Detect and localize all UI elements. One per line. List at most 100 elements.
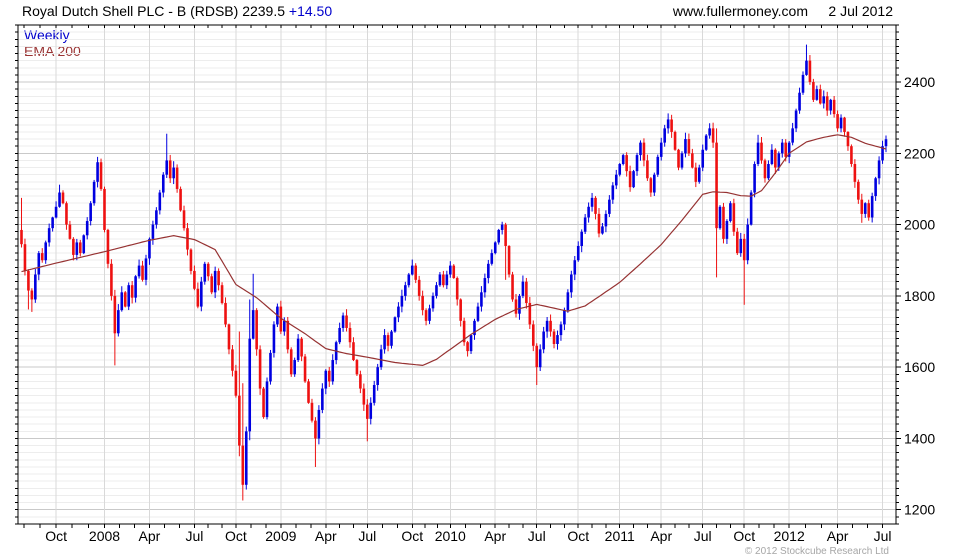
candle-body <box>210 276 213 293</box>
x-tick-label: 2008 <box>89 528 120 544</box>
candle-body <box>746 224 749 261</box>
candle-body <box>321 388 324 410</box>
candle-body <box>161 174 165 193</box>
candle-body <box>376 367 379 385</box>
x-tick-label: 2012 <box>774 528 805 544</box>
candle-body <box>542 331 545 350</box>
candle-body <box>666 119 670 129</box>
candle-body <box>455 278 459 300</box>
x-tick-label: Oct <box>733 528 755 544</box>
candle-body <box>414 265 418 280</box>
candle-body <box>182 210 186 229</box>
x-tick-label: 2009 <box>265 528 296 544</box>
candle-body <box>372 384 376 403</box>
candle-body <box>832 99 836 115</box>
candle-body <box>583 217 587 232</box>
candle-body <box>608 199 611 214</box>
candle-body <box>511 274 514 300</box>
candle-body <box>303 356 307 382</box>
candle-body <box>490 253 494 264</box>
y-tick-label: 1400 <box>904 430 935 446</box>
candle-body <box>805 60 808 75</box>
candle-body <box>300 338 303 357</box>
candle-body <box>801 74 805 93</box>
chart-date: 2 Jul 2012 <box>828 3 893 19</box>
x-tick-label: Apr <box>650 528 672 544</box>
candle-body <box>798 92 801 111</box>
candle-body <box>825 96 829 111</box>
candle-body <box>296 338 300 361</box>
candle-body <box>504 224 507 246</box>
candle-body <box>424 310 428 321</box>
candle-body <box>528 303 532 325</box>
candle-body <box>331 360 335 382</box>
candle-body <box>227 324 231 350</box>
candle-body <box>521 281 525 296</box>
candle-body <box>732 203 736 232</box>
candle-body <box>47 228 51 243</box>
candle-body <box>123 292 127 307</box>
candle-body <box>573 260 577 275</box>
candle-body <box>815 89 819 100</box>
candle-body <box>30 290 34 300</box>
candle-body <box>860 199 864 214</box>
x-tick-label: Jul <box>874 528 892 544</box>
candle-body <box>293 360 296 375</box>
instrument-name: Royal Dutch Shell PLC - B (RDSB) <box>22 3 243 19</box>
candle-body <box>881 146 884 161</box>
candle-body <box>808 60 812 83</box>
x-tick-label: Jul <box>358 528 376 544</box>
candle-body <box>96 162 99 182</box>
candle-body <box>40 253 44 261</box>
x-tick-label: Oct <box>225 528 247 544</box>
candle-body <box>677 149 680 168</box>
candle-body <box>213 270 217 293</box>
candle-body <box>324 370 328 389</box>
candle-body <box>65 203 68 225</box>
candle-body <box>359 374 362 389</box>
candle-body <box>20 229 23 245</box>
candle-body <box>870 196 874 218</box>
candle-body <box>777 153 781 168</box>
candle-body <box>165 160 169 175</box>
candle-body <box>725 221 729 239</box>
ema-200-line <box>21 134 887 367</box>
candle-body <box>445 274 449 286</box>
last-price: 2239.5 <box>242 3 289 19</box>
candle-body <box>431 295 435 309</box>
candle-body <box>217 270 220 286</box>
candle-body <box>179 188 182 211</box>
candle-body <box>172 167 175 179</box>
candle-body <box>258 349 262 389</box>
candle-body <box>525 281 528 304</box>
candle-body <box>341 315 345 328</box>
candle-body <box>417 279 421 296</box>
y-tick-label: 2000 <box>904 217 935 233</box>
candle-body <box>694 167 698 182</box>
candle-body <box>535 345 539 368</box>
candle-body <box>729 203 732 222</box>
candle-body <box>272 324 276 353</box>
candle-body <box>570 274 573 293</box>
copyright-notice: © 2012 Stockcube Research Ltd <box>744 546 889 557</box>
candle-body <box>220 285 224 304</box>
candle-body <box>82 235 86 254</box>
candle-body <box>770 149 774 165</box>
candle-body <box>594 197 597 214</box>
candle-body <box>85 221 89 236</box>
candle-body <box>262 388 265 418</box>
candle-body <box>421 295 424 311</box>
candle-body <box>383 335 386 350</box>
candle-body <box>27 270 30 291</box>
candle-body <box>469 335 473 352</box>
candle-body <box>493 242 497 254</box>
candle-body <box>611 185 615 200</box>
candle-body <box>767 164 770 179</box>
candle-body <box>400 295 404 307</box>
candle-body <box>787 142 791 157</box>
candle-body <box>673 131 677 150</box>
candle-body <box>794 110 798 129</box>
candle-body <box>822 96 826 104</box>
candle-body <box>684 139 687 154</box>
candle-body <box>355 360 359 375</box>
